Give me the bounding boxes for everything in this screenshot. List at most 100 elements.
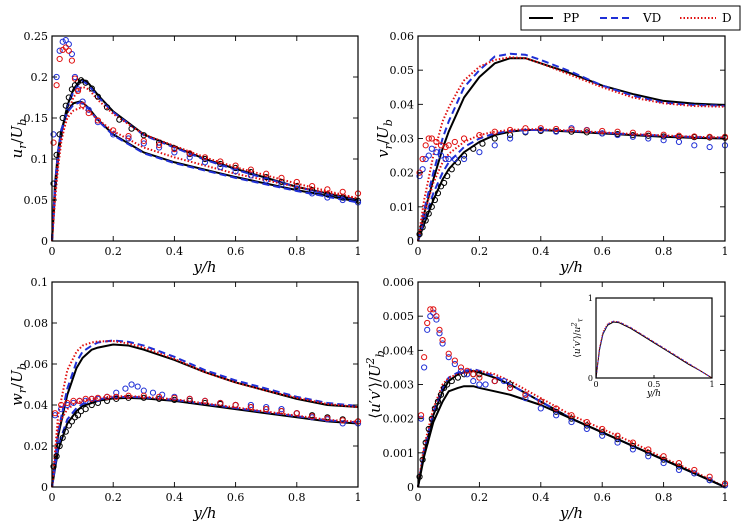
legend-label-pp: PP	[563, 11, 579, 25]
x-axis-label: y/h	[559, 504, 583, 522]
data-point	[476, 131, 483, 139]
data-point	[599, 127, 606, 135]
data-point	[156, 144, 163, 151]
data-point	[65, 94, 72, 101]
series-wr-8	[51, 392, 362, 425]
y-tick-label: 0.004	[383, 344, 415, 357]
data-point	[451, 360, 458, 368]
data-point	[629, 439, 637, 446]
data-point	[614, 432, 621, 439]
data-point	[568, 128, 575, 135]
data-point	[125, 394, 132, 401]
data-point	[339, 417, 346, 424]
series-ur-2	[51, 85, 359, 242]
x-tick-label: 1	[722, 491, 729, 504]
data-point	[422, 217, 429, 224]
x-axis-label: y/h	[559, 258, 583, 276]
data-point	[263, 403, 270, 411]
data-point	[419, 224, 426, 231]
data-point	[263, 177, 270, 184]
data-point	[427, 306, 434, 313]
data-point	[134, 383, 141, 390]
data-point	[507, 384, 514, 392]
data-point	[433, 313, 440, 320]
data-point	[430, 309, 437, 316]
x-tick-label: 0.8	[655, 491, 673, 504]
data-point	[201, 397, 209, 404]
data-point	[441, 384, 448, 392]
data-point	[50, 463, 57, 470]
data-point	[439, 340, 446, 347]
data-point	[309, 187, 316, 194]
series-line	[51, 395, 359, 488]
data-point	[140, 394, 147, 401]
data-point	[62, 44, 69, 51]
data-point	[140, 387, 147, 394]
inset-background	[596, 298, 712, 378]
data-point	[436, 326, 443, 333]
data-point	[82, 79, 89, 86]
data-point	[293, 185, 300, 192]
data-point	[65, 47, 72, 54]
data-point	[94, 117, 102, 124]
data-point	[53, 82, 60, 89]
data-point	[71, 82, 79, 89]
data-point	[553, 125, 560, 133]
data-point	[293, 178, 300, 186]
series-line	[51, 85, 359, 242]
data-point	[247, 169, 254, 176]
data-point	[186, 395, 193, 402]
data-point	[217, 164, 224, 171]
data-point	[491, 142, 498, 149]
data-point	[324, 415, 331, 422]
series-wr-1	[51, 339, 359, 488]
chart-ur: 0 0.2 0.4 0.6 0.8 1 0 0.05 0.1 0.15 0.2 0.25 y/h ur/U…	[8, 30, 362, 276]
data-point	[140, 132, 147, 139]
data-point	[434, 190, 442, 197]
data-point	[122, 385, 129, 392]
data-point	[171, 394, 178, 401]
y-tick-label: 0.1	[31, 276, 49, 289]
data-point	[507, 135, 514, 142]
data-point	[339, 188, 346, 195]
data-point	[660, 453, 667, 460]
data-point	[599, 429, 606, 436]
data-point	[59, 38, 66, 45]
y-tick-label: 1	[588, 294, 593, 303]
data-point	[431, 196, 438, 204]
data-point	[460, 371, 468, 378]
data-point	[186, 397, 193, 404]
data-point	[614, 131, 621, 139]
series-ur-3	[51, 100, 359, 242]
data-point	[444, 172, 451, 180]
series-line	[417, 57, 726, 242]
data-point	[149, 389, 157, 396]
data-point	[491, 135, 498, 142]
data-point	[419, 155, 426, 163]
data-point	[599, 130, 606, 137]
y-tick-label: 0.05	[24, 194, 49, 207]
data-point	[645, 446, 652, 453]
data-point	[232, 401, 239, 409]
data-point	[113, 389, 120, 396]
data-point	[88, 85, 95, 92]
data-point	[675, 466, 683, 474]
data-point	[201, 399, 209, 407]
series-ur-7	[50, 37, 362, 206]
data-point	[76, 397, 83, 404]
data-point	[445, 155, 452, 163]
data-point	[583, 418, 590, 426]
data-point	[339, 420, 346, 427]
data-point	[675, 132, 683, 139]
x-tick-label: 0	[49, 245, 56, 258]
x-tick-label: 0.6	[593, 245, 611, 258]
data-point	[50, 139, 57, 146]
data-point	[522, 125, 529, 132]
data-point	[660, 131, 667, 138]
y-tick-label: 0	[407, 481, 414, 494]
data-point	[53, 453, 60, 460]
data-point	[247, 166, 254, 173]
data-point	[522, 391, 529, 398]
data-point	[56, 55, 63, 63]
chart-wr: 0 0.2 0.4 0.6 0.8 1 0 0.02 0.04 0.06 0.08 0.1 y/h wr/…	[8, 276, 362, 522]
